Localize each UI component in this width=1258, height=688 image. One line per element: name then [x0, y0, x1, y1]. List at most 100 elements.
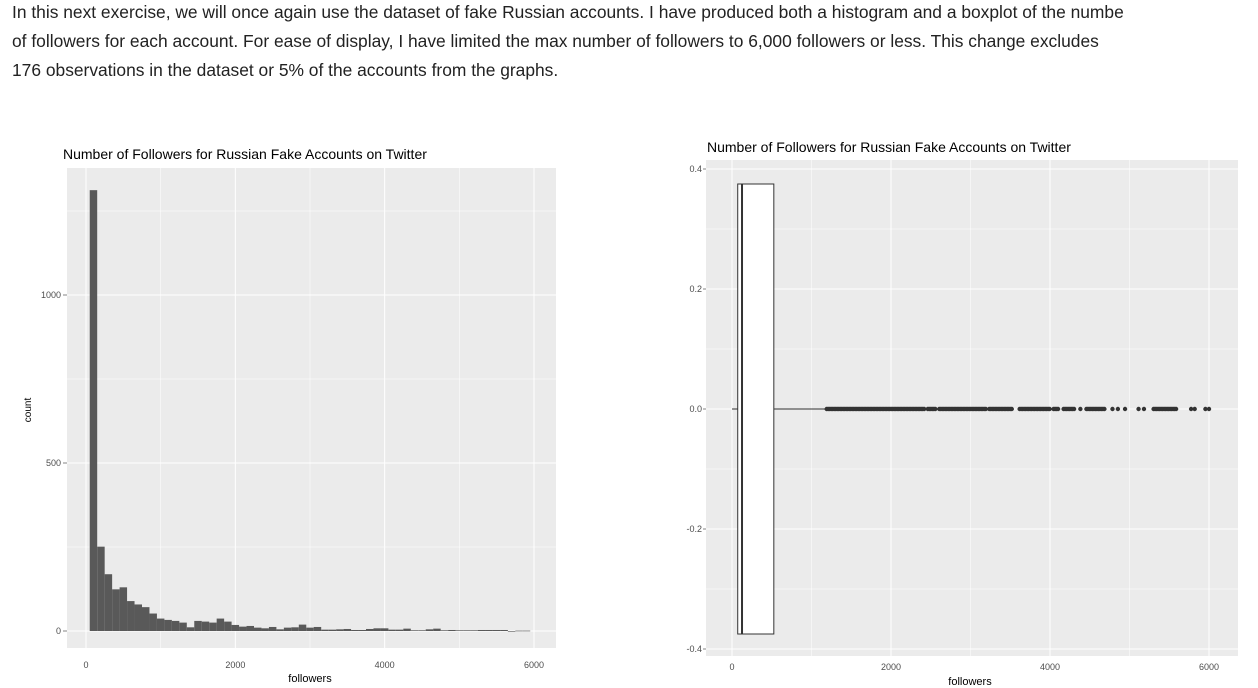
outlier-point	[1071, 406, 1077, 412]
histogram-bar	[410, 630, 419, 631]
histogram-title: Number of Followers for Russian Fake Acc…	[63, 146, 427, 162]
histogram-bar	[463, 630, 471, 631]
histogram-x-label: followers	[288, 673, 332, 685]
histogram-bar	[164, 619, 172, 631]
outlier-point	[933, 406, 938, 412]
histogram-bar	[134, 604, 142, 631]
outlier-point	[1055, 406, 1061, 412]
outlier-point	[1173, 406, 1179, 412]
histogram-bar	[306, 627, 314, 631]
histogram-bar	[425, 629, 434, 631]
histogram-y-label: count	[23, 398, 34, 423]
boxplot-title: Number of Followers for Russian Fake Acc…	[707, 139, 1071, 155]
histogram-bar	[455, 630, 464, 631]
histogram-chart: Number of Followers for Russian Fake Acc…	[23, 146, 556, 685]
outlier-point	[1203, 406, 1208, 412]
histogram-bar	[388, 629, 396, 631]
histogram-bar	[418, 630, 426, 631]
histogram-bar	[321, 629, 329, 631]
outlier-point	[1122, 406, 1128, 412]
intro-line: of followers for each account. For ease …	[12, 31, 1099, 51]
x-tick-label: 6000	[524, 660, 544, 670]
y-tick-label: -0.4	[686, 644, 702, 654]
histogram-bar	[119, 587, 128, 631]
outlier-point	[921, 406, 927, 412]
histogram-bar	[268, 626, 277, 631]
histogram-bar	[395, 629, 404, 631]
histogram-bar	[156, 618, 165, 631]
outlier-point	[1102, 406, 1107, 412]
x-tick-label: 6000	[1199, 662, 1219, 672]
histogram-bar	[89, 190, 98, 631]
histogram-bar	[283, 627, 292, 631]
histogram-bar	[448, 629, 456, 631]
histogram-bar	[171, 620, 180, 631]
histogram-bar	[485, 629, 493, 631]
histogram-bar	[209, 622, 217, 631]
histogram-bar	[373, 628, 381, 631]
histogram-bar	[515, 630, 523, 632]
histogram-bar	[492, 629, 501, 631]
outlier-point	[1115, 406, 1121, 412]
intro-paragraph: In this next exercise, we will once agai…	[12, 0, 1258, 87]
x-tick-label: 0	[729, 662, 734, 672]
histogram-bar	[366, 628, 374, 631]
outlier-point	[983, 406, 988, 412]
y-tick-label: 0.4	[689, 164, 702, 174]
histogram-bar	[276, 629, 284, 631]
histogram-bar	[194, 620, 202, 631]
histogram-bar	[403, 628, 411, 631]
histogram-bar	[343, 628, 352, 631]
outlier-point	[1009, 406, 1014, 412]
outlier-point	[1047, 406, 1052, 412]
y-tick-label: 0.0	[689, 404, 702, 414]
histogram-bar	[261, 628, 269, 631]
histogram-bar	[127, 601, 135, 631]
y-tick-label: 500	[46, 458, 61, 468]
histogram-bar	[507, 631, 516, 632]
y-tick-label: 0	[56, 626, 61, 636]
y-tick-label: 1000	[41, 290, 61, 300]
y-tick-label: 0.2	[689, 284, 702, 294]
histogram-bar	[97, 546, 105, 631]
outlier-point	[1206, 406, 1212, 412]
histogram-bar	[179, 622, 187, 631]
boxplot-chart: Number of Followers for Russian Fake Acc…	[686, 139, 1238, 688]
histogram-bar	[291, 627, 299, 631]
histogram-bar	[433, 628, 441, 631]
intro-line: 176 observations in the dataset or 5% of…	[12, 60, 559, 80]
x-tick-label: 4000	[1040, 662, 1060, 672]
histogram-bar	[104, 574, 113, 631]
histogram-bar	[149, 613, 157, 631]
histogram-bar	[522, 630, 531, 632]
histogram-bar	[313, 626, 322, 631]
histogram-bar	[478, 629, 486, 631]
histogram-bar	[328, 629, 337, 631]
intro-line: In this next exercise, we will once agai…	[12, 2, 1124, 22]
histogram-panel	[67, 168, 556, 648]
y-tick-label: -0.2	[686, 524, 702, 534]
histogram-bar	[298, 624, 307, 631]
box-iqr	[737, 183, 775, 635]
histogram-bar	[201, 621, 210, 631]
histogram-bar	[336, 629, 344, 631]
histogram-bar	[186, 627, 195, 631]
outlier-point	[1110, 406, 1115, 412]
histogram-bar	[470, 630, 478, 631]
x-tick-label: 4000	[375, 660, 395, 670]
outlier-point	[1136, 406, 1141, 412]
outlier-point	[1078, 406, 1083, 412]
histogram-bar	[440, 630, 449, 631]
histogram-bar	[500, 629, 508, 631]
histogram-bar	[380, 628, 389, 631]
outlier-point	[1188, 406, 1194, 412]
outlier-point	[1141, 406, 1147, 412]
histogram-bar	[254, 627, 262, 631]
x-tick-label: 0	[83, 660, 88, 670]
histogram-bar	[231, 624, 240, 631]
x-tick-label: 2000	[225, 660, 245, 670]
histogram-bar	[216, 618, 225, 631]
histogram-bar	[142, 607, 150, 631]
x-tick-label: 2000	[881, 662, 901, 672]
